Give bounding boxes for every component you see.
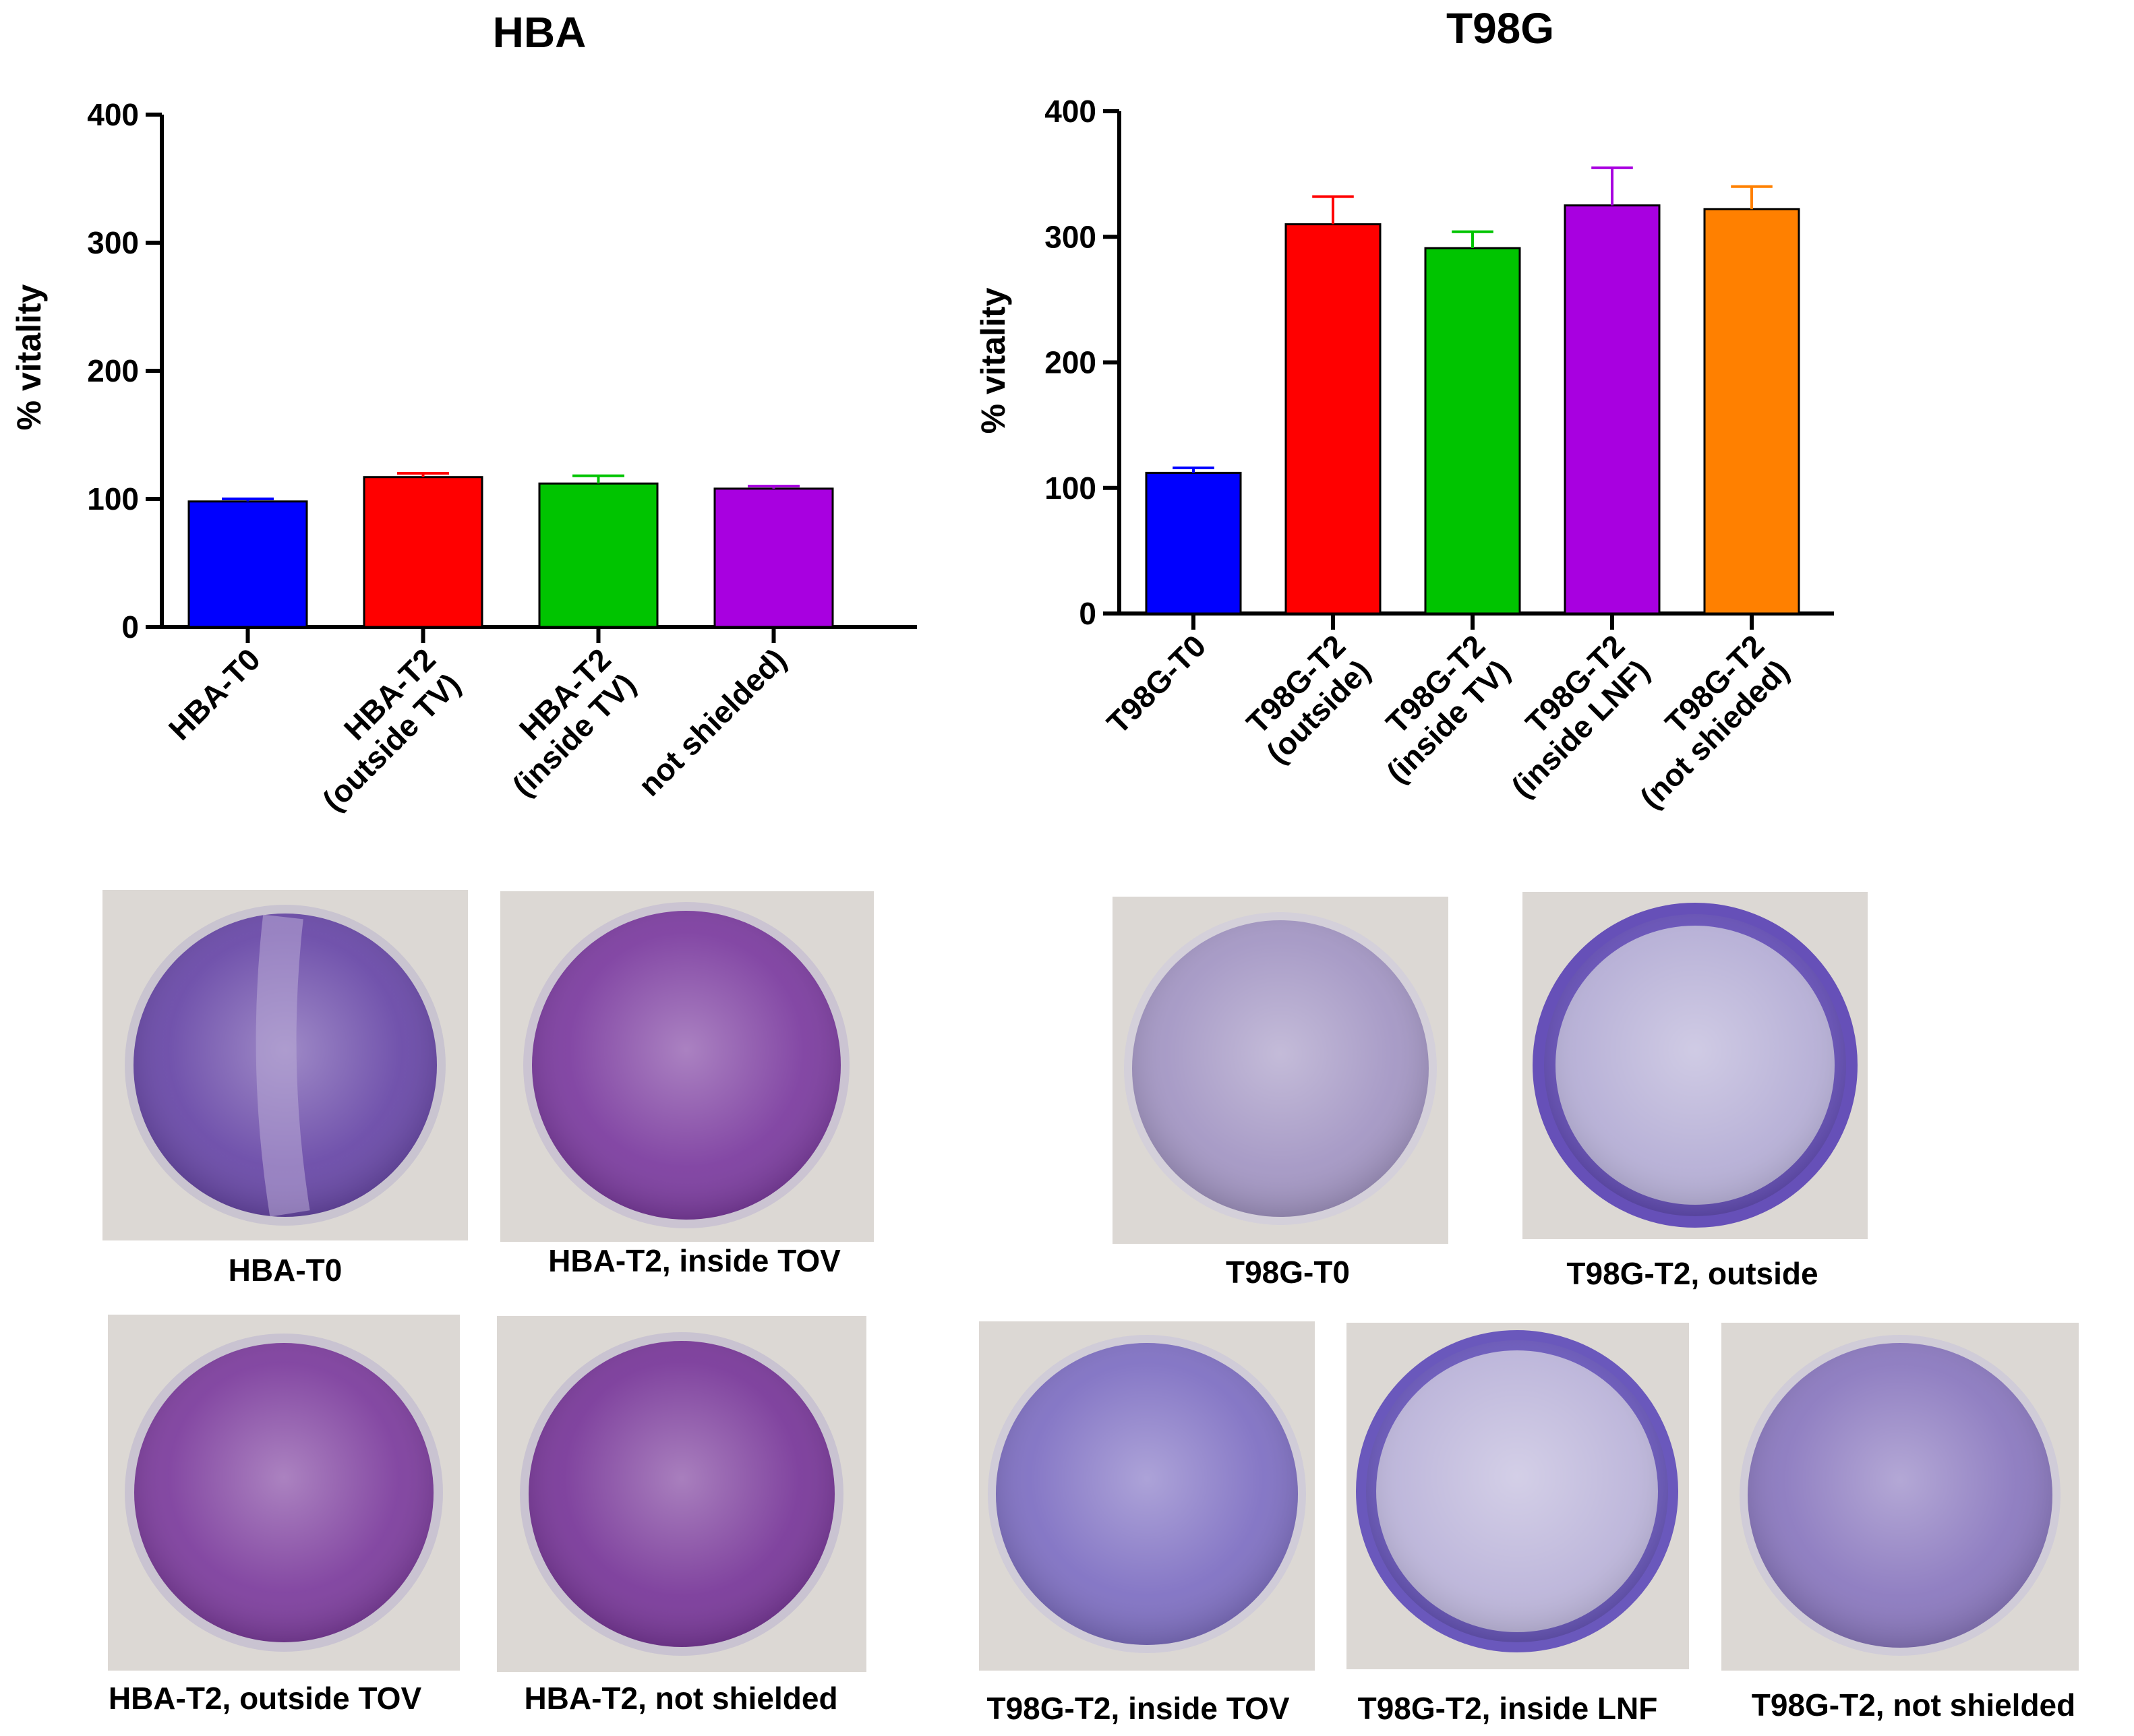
photo-caption: T98G-T2, outside [1566,1256,1818,1291]
hba-bar-3 [538,482,659,628]
t98g-category-label-4: T98G-T2(inside LNF) [1504,628,1656,804]
hba-y-tick-label: 0 [121,609,139,645]
t98g-category-label-line: T98G-T0 [1100,628,1212,741]
photo-caption: HBA-T2, outside TOV [109,1681,422,1716]
photo-hba-t2-outside-tov [108,1315,460,1671]
photo-t98g-t2-inside-lnf [1346,1323,1689,1669]
photo-t98g-t2-outside [1522,892,1868,1239]
hba-y-tick-label: 400 [87,97,139,132]
t98g-category-label-3: T98G-T2(inside TV) [1379,628,1516,790]
hba-y-axis-label: % vitality [10,284,48,430]
hba-category-label-1: HBA-T0 [162,642,267,747]
photo-caption: T98G-T2, inside LNF [1358,1691,1658,1726]
t98g-bar-2 [1284,223,1382,615]
t98g-photo-panel: T98G-T0 T98G-T2, outside T98G-T2, inside… [979,892,2079,1726]
hba-y-tick-label: 300 [87,225,139,260]
hba-category-label-3: HBA-T2(inside TV) [506,642,643,804]
t98g-category-label-1: T98G-T0 [1100,628,1212,741]
photo-caption: HBA-T0 [229,1253,343,1288]
hba-chart: HBA % vitality 0 100 200 300 400 HBA-T0 HBA-T… [10,8,917,818]
photo-hba-t2-not-shielded [497,1316,866,1672]
hba-bar-1 [187,500,308,628]
t98g-y-tick-label: 200 [1044,345,1096,380]
t98g-bar-5 [1703,208,1800,615]
t98g-bar-1 [1145,471,1242,615]
hba-category-label-2: HBA-T2(outside TV) [316,642,467,818]
photo-caption: HBA-T2, not shielded [524,1681,837,1716]
hba-photo-panel: HBA-T0 HBA-T2, inside TOV HBA-T2, outsid… [102,890,874,1716]
t98g-y-tick-label: 300 [1044,219,1096,254]
photo-caption: T98G-T2, not shielded [1752,1687,2076,1723]
hba-y-tick-label: 200 [87,353,139,388]
hba-category-label-line: HBA-T0 [162,642,267,747]
hba-bar-4 [713,487,834,628]
t98g-y-tick-label: 400 [1044,94,1096,129]
photo-caption: T98G-T0 [1226,1255,1350,1290]
hba-category-label-4: not shielded) [632,642,793,803]
hba-y-tick-label: 100 [87,481,139,516]
hba-category-label-line: not shielded) [632,642,793,803]
t98g-category-label-5: T98G-T2(not shieded) [1633,628,1796,816]
t98g-category-label-2: T98G-T2(outside) [1239,628,1377,771]
t98g-y-axis-label: % vitality [974,287,1012,433]
t98g-bar-4 [1564,204,1661,615]
photo-caption: HBA-T2, inside TOV [548,1243,841,1278]
photo-t98g-t2-not-shielded [1721,1323,2079,1671]
t98g-chart-title: T98G [1446,4,1554,53]
photo-caption: T98G-T2, inside TOV [986,1691,1289,1726]
t98g-bar-3 [1424,247,1521,615]
photo-t98g-t0 [1113,897,1448,1244]
photo-hba-t0 [102,890,468,1240]
photo-hba-t2-inside-tov [500,891,874,1242]
photo-t98g-t2-inside-tov [979,1321,1315,1671]
t98g-y-tick-label: 0 [1079,596,1096,631]
hba-chart-title: HBA [493,8,587,57]
hba-bar-2 [363,476,483,628]
t98g-y-tick-label: 100 [1044,471,1096,506]
